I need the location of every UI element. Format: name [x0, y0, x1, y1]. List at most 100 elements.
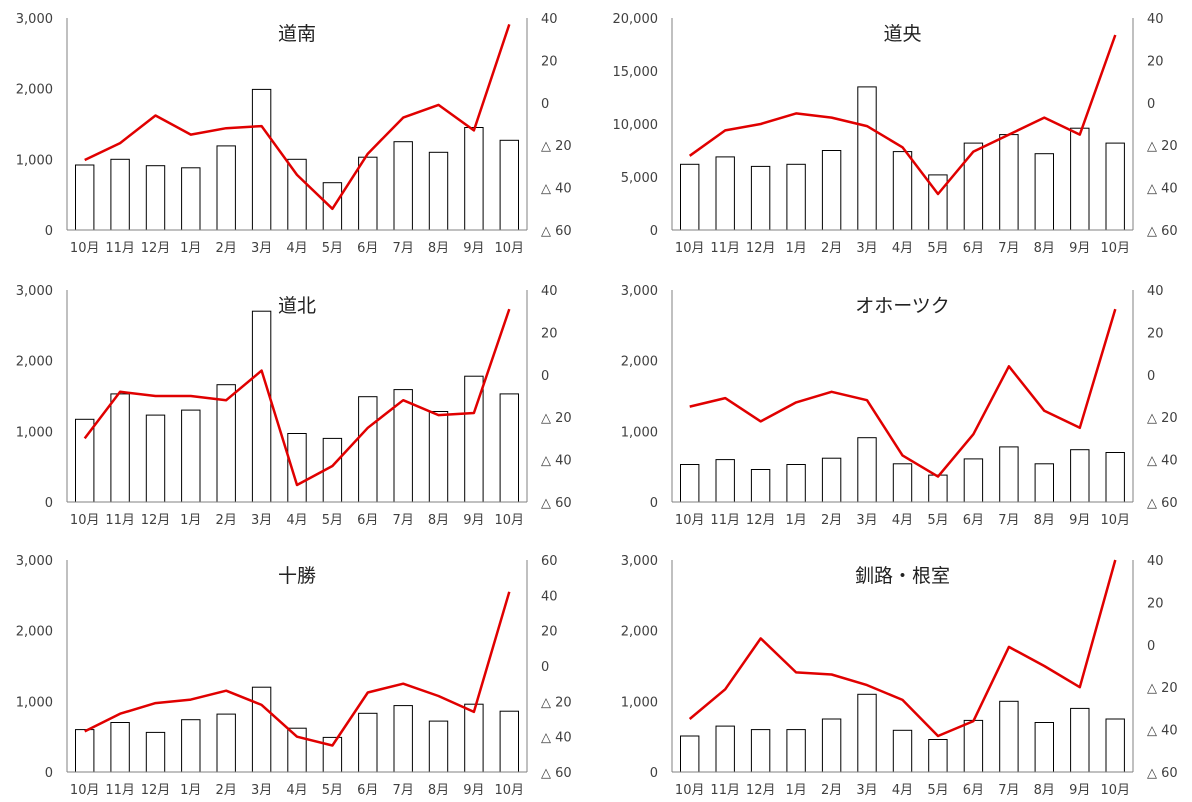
- x-tick-label: 5月: [322, 783, 343, 798]
- right-tick-label: △ 40: [541, 731, 572, 746]
- x-tick-label: 6月: [963, 513, 984, 528]
- bar: [428, 720, 449, 773]
- bar: [963, 458, 984, 503]
- x-tick-label: 12月: [141, 241, 171, 256]
- x-tick-label: 10月: [675, 241, 705, 256]
- x-tick-label: 4月: [892, 783, 913, 798]
- chart-panel-3: 0 1,000 2,000 3,000 △ 60 △ 40 △ 20 0 20 40 10月 11月 1…: [16, 284, 572, 528]
- x-tick-label: 3月: [251, 241, 272, 256]
- bar: [393, 141, 413, 231]
- right-tick-label: △ 20: [1147, 411, 1178, 426]
- bar: [857, 86, 877, 231]
- x-tick-label: 12月: [141, 783, 171, 798]
- right-tick-label: △ 40: [541, 182, 572, 197]
- x-tick-label: 9月: [463, 513, 484, 528]
- x-tick-label: 1月: [180, 513, 201, 528]
- left-tick-label: 0: [45, 766, 53, 781]
- x-tick-label: 3月: [251, 513, 272, 528]
- right-tick-label: △ 60: [541, 766, 572, 781]
- x-tick-label: 8月: [428, 783, 449, 798]
- line-series: [689, 308, 1117, 478]
- x-tick-label: 2月: [821, 783, 842, 798]
- bar: [287, 727, 307, 773]
- x-tick-label: 10月: [1101, 241, 1131, 256]
- bar: [322, 182, 343, 231]
- x-tick-label: 3月: [856, 513, 877, 528]
- line-series: [83, 308, 511, 487]
- bar: [75, 164, 95, 231]
- chart-title: 釧路・根室: [855, 565, 950, 587]
- bar: [680, 464, 700, 503]
- bar: [110, 158, 130, 231]
- x-tick-label: 4月: [286, 783, 307, 798]
- x-tick-label: 5月: [927, 783, 948, 798]
- x-tick-label: 9月: [463, 241, 484, 256]
- bar: [464, 703, 484, 773]
- x-tick-label: 10月: [495, 513, 525, 528]
- left-tick-label: 1,000: [621, 695, 658, 710]
- bar: [1070, 127, 1090, 231]
- left-tick-label: 3,000: [16, 554, 53, 569]
- line-series: [84, 591, 511, 747]
- bar: [1105, 142, 1125, 231]
- bar: [181, 167, 201, 231]
- bar: [715, 156, 735, 231]
- left-tick-label: 3,000: [16, 12, 53, 27]
- left-tick-label: 0: [650, 766, 658, 781]
- right-tick-label: △ 20: [1147, 681, 1178, 696]
- right-tick-label: 20: [1147, 596, 1164, 611]
- left-tick-label: 2,000: [621, 625, 658, 640]
- right-tick-label: △ 20: [541, 139, 572, 154]
- bar: [1034, 153, 1054, 231]
- x-tick-label: 8月: [1034, 241, 1055, 256]
- x-tick-label: 10月: [70, 783, 100, 798]
- x-tick-label: 6月: [963, 783, 984, 798]
- bar: [786, 464, 806, 503]
- chart-title: 道南: [278, 23, 316, 45]
- left-tick-label: 3,000: [621, 284, 658, 299]
- right-tick-label: △ 40: [1147, 724, 1178, 739]
- x-tick-label: 10月: [1101, 783, 1131, 798]
- bar: [750, 729, 771, 773]
- bar: [393, 705, 413, 773]
- right-tick-label: △ 60: [541, 496, 572, 511]
- x-tick-label: 11月: [710, 241, 740, 256]
- left-tick-label: 10,000: [613, 118, 659, 133]
- bar: [428, 411, 449, 503]
- bar: [680, 735, 700, 773]
- bar: [928, 174, 948, 231]
- bar: [786, 729, 806, 773]
- right-tick-label: △ 40: [1147, 454, 1178, 469]
- left-tick-label: 0: [45, 224, 53, 239]
- x-tick-label: 4月: [286, 241, 307, 256]
- x-tick-label: 4月: [892, 241, 913, 256]
- bar: [428, 151, 449, 231]
- chart-panel-4: 0 1,000 2,000 3,000 △ 60 △ 40 △ 20 0 20 40 10月 11月 1…: [621, 284, 1178, 528]
- chart-panel-1: 0 1,000 2,000 3,000 △ 60 △ 40 △ 20 0 20 40 10月 11月 1…: [16, 12, 572, 256]
- bar: [715, 459, 735, 503]
- bar: [499, 710, 520, 773]
- chart-panel-2: 0 5,000 10,000 15,000 20,000 △ 60 △ 40 △ 20 0 20 4…: [613, 12, 1178, 256]
- x-tick-label: 3月: [856, 783, 877, 798]
- bar: [999, 446, 1019, 503]
- x-tick-label: 7月: [393, 513, 414, 528]
- x-tick-label: 11月: [105, 783, 135, 798]
- bar: [1105, 718, 1125, 773]
- x-tick-label: 2月: [821, 241, 842, 256]
- bar: [857, 437, 877, 503]
- bar: [499, 139, 520, 231]
- left-tick-label: 1,000: [16, 153, 53, 168]
- left-tick-label: 0: [45, 496, 53, 511]
- left-tick-label: 1,000: [621, 425, 658, 440]
- bar: [216, 384, 236, 503]
- x-tick-label: 7月: [393, 241, 414, 256]
- x-tick-label: 2月: [821, 513, 842, 528]
- x-tick-label: 4月: [892, 513, 913, 528]
- left-tick-label: 3,000: [16, 284, 53, 299]
- bar: [821, 457, 842, 503]
- x-tick-label: 3月: [856, 241, 877, 256]
- right-tick-label: 20: [1147, 326, 1164, 341]
- line-series: [688, 559, 1117, 738]
- bar: [216, 145, 236, 231]
